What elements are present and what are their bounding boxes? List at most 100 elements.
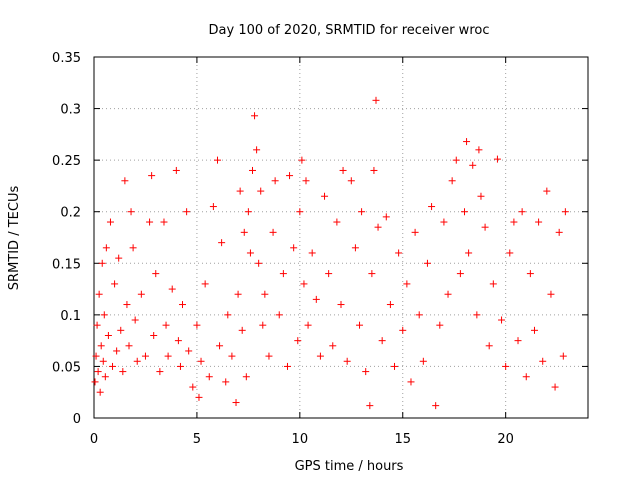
data-point <box>93 321 101 329</box>
data-point <box>238 326 246 334</box>
data-point <box>407 378 415 386</box>
data-point <box>391 362 399 370</box>
data-point <box>347 177 355 185</box>
data-point <box>176 362 184 370</box>
data-point <box>535 218 543 226</box>
data-point <box>255 259 263 267</box>
data-point <box>477 192 485 200</box>
data-point <box>101 373 109 381</box>
data-point <box>283 362 291 370</box>
data-point <box>493 155 501 163</box>
data-point <box>242 373 250 381</box>
data-point <box>141 352 149 360</box>
data-point <box>473 311 481 319</box>
data-point <box>150 331 158 339</box>
data-point <box>304 321 312 329</box>
data-point <box>189 383 197 391</box>
data-point <box>321 192 329 200</box>
data-point <box>358 208 366 216</box>
x-tick-label: 20 <box>497 432 514 447</box>
data-point <box>123 301 131 309</box>
data-point <box>368 270 376 278</box>
data-point <box>522 373 530 381</box>
data-point <box>121 177 129 185</box>
x-tick-label: 5 <box>193 432 201 447</box>
data-point <box>428 203 436 211</box>
data-point <box>302 177 310 185</box>
y-tick-label: 0.05 <box>52 360 81 375</box>
data-point <box>244 208 252 216</box>
x-tick-label: 10 <box>292 432 309 447</box>
data-point <box>197 357 205 365</box>
data-point <box>131 316 139 324</box>
data-point <box>174 337 182 345</box>
data-point <box>461 208 468 216</box>
data-point <box>298 156 306 164</box>
data-point <box>333 218 341 226</box>
data-point <box>111 280 119 288</box>
data-point <box>294 337 302 345</box>
data-point <box>146 218 154 226</box>
data-point <box>129 244 137 252</box>
data-point <box>378 337 386 345</box>
data-point <box>216 342 224 350</box>
data-point <box>444 290 452 298</box>
data-point <box>485 342 493 350</box>
data-point <box>386 301 394 309</box>
y-tick-label: 0.2 <box>60 206 81 221</box>
data-point <box>236 187 244 195</box>
y-tick-label: 0.15 <box>52 257 81 272</box>
data-point <box>452 156 460 164</box>
data-point <box>362 368 370 376</box>
data-point <box>160 218 168 226</box>
x-tick-label: 15 <box>394 432 411 447</box>
data-point <box>133 357 141 365</box>
data-point <box>411 228 419 236</box>
data-point <box>463 138 471 146</box>
data-point <box>248 166 256 174</box>
data-point <box>156 368 164 376</box>
data-point <box>561 208 569 216</box>
data-point <box>559 352 567 360</box>
data-point <box>423 259 431 267</box>
data-point <box>185 347 193 355</box>
data-point <box>543 187 551 195</box>
data-points <box>91 96 569 410</box>
data-point <box>325 270 333 278</box>
grid <box>94 57 588 418</box>
data-point <box>329 342 337 350</box>
data-point <box>399 326 407 334</box>
data-point <box>106 218 114 226</box>
axis-ticks: 0 0.05 0.1 0.15 0.2 0.25 0.3 0.35 0 5 10 15 20 <box>52 51 588 447</box>
data-point <box>555 228 563 236</box>
data-point <box>526 270 534 278</box>
data-point <box>172 166 180 174</box>
data-point <box>127 208 135 216</box>
data-point <box>195 393 203 401</box>
data-point <box>95 290 103 298</box>
data-point <box>456 270 464 278</box>
x-axis-label: GPS time / hours <box>295 459 404 474</box>
data-point <box>382 213 390 221</box>
data-point <box>100 311 108 319</box>
data-point <box>102 244 110 252</box>
data-point <box>395 249 403 257</box>
data-point <box>91 378 99 386</box>
data-point <box>257 187 265 195</box>
data-point <box>403 280 411 288</box>
data-point <box>440 218 448 226</box>
data-point <box>498 316 506 324</box>
data-point <box>137 290 145 298</box>
data-point <box>339 166 347 174</box>
data-point <box>469 161 477 169</box>
y-tick-label: 0.1 <box>60 309 81 324</box>
data-point <box>109 362 117 370</box>
data-point <box>222 378 230 386</box>
data-point <box>228 352 236 360</box>
data-point <box>518 208 526 216</box>
data-point <box>415 311 423 319</box>
data-point <box>286 172 294 180</box>
data-point <box>290 244 298 252</box>
data-point <box>419 357 427 365</box>
